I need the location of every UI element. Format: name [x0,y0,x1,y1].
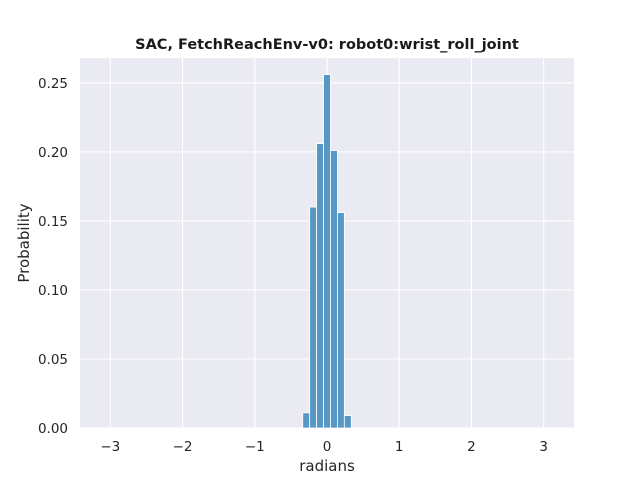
y-axis-label: Probability [15,203,33,282]
x-tick-labels: −3 −2 −1 0 1 2 3 [100,439,548,455]
y-tick-label: 0.25 [38,76,68,92]
histogram-bar [343,415,352,429]
histogram-bar [336,212,345,429]
x-tick-label: −2 [173,439,193,455]
x-axis-label: radians [299,457,355,475]
histogram-bar [316,143,324,429]
y-tick-label: 0.00 [38,421,68,437]
x-tick-label: 3 [539,439,548,455]
x-tick-label: 2 [467,439,476,455]
x-tick-label: 1 [395,439,404,455]
y-tick-labels: 0.00 0.05 0.10 0.15 0.20 0.25 [38,76,68,437]
x-tick-label: −1 [245,439,265,455]
histogram-bar [309,206,317,429]
x-tick-label: −3 [100,439,120,455]
histogram-bars [302,74,352,429]
chart-title: SAC, FetchReachEnv-v0: robot0:wrist_roll… [135,37,519,53]
y-tick-label: 0.15 [38,214,68,230]
histogram-bar [323,74,331,429]
y-tick-label: 0.05 [38,352,68,368]
histogram-bar [330,150,338,429]
histogram-bar [302,412,311,429]
y-tick-label: 0.10 [38,283,68,299]
x-tick-label: 0 [323,439,332,455]
y-tick-label: 0.20 [38,145,68,161]
